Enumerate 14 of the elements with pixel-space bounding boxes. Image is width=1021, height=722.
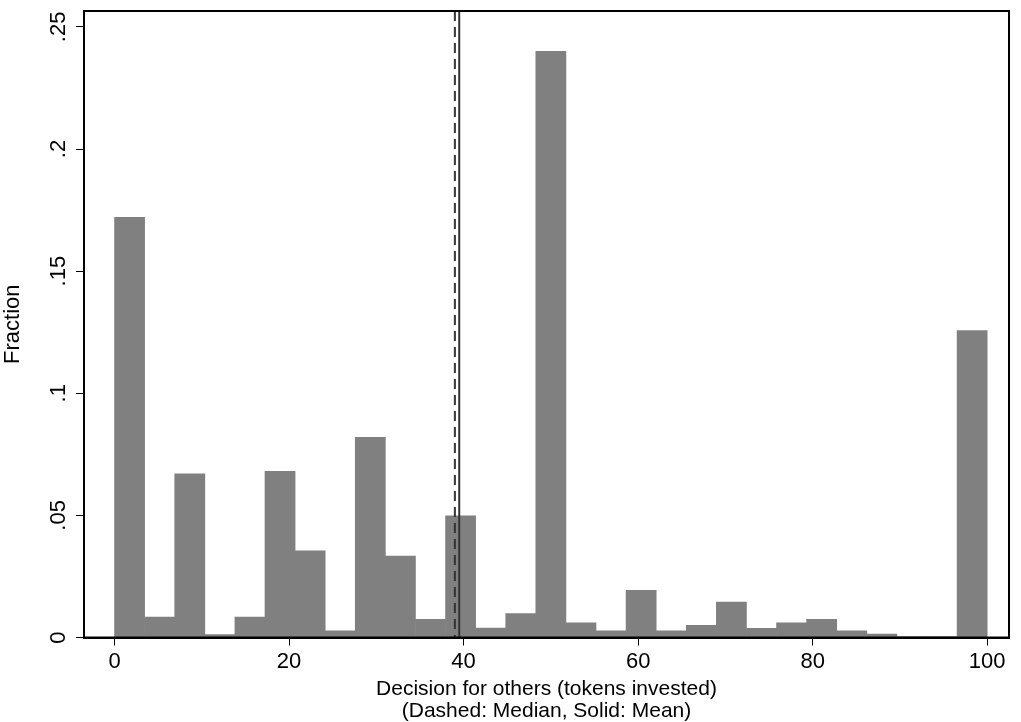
x-tick-label: 40 <box>451 647 476 673</box>
x-axis-title: Decision for others (tokens invested) <box>376 675 717 699</box>
x-tick-label: 0 <box>108 647 121 673</box>
y-tick-label: .2 <box>45 139 71 159</box>
y-tick-label: .1 <box>45 384 71 403</box>
y-tick-label: 0 <box>45 631 71 644</box>
y-tick-label: .15 <box>45 255 71 287</box>
x-tick-label: 100 <box>968 647 1006 673</box>
x-tick-label: 20 <box>276 647 302 673</box>
x-tick-label: 80 <box>800 647 825 673</box>
y-axis-title: Fraction <box>0 284 25 364</box>
y-tick-label: .25 <box>45 11 71 43</box>
y-tick-label: .05 <box>45 500 71 531</box>
x-tick-label: 60 <box>625 647 651 673</box>
